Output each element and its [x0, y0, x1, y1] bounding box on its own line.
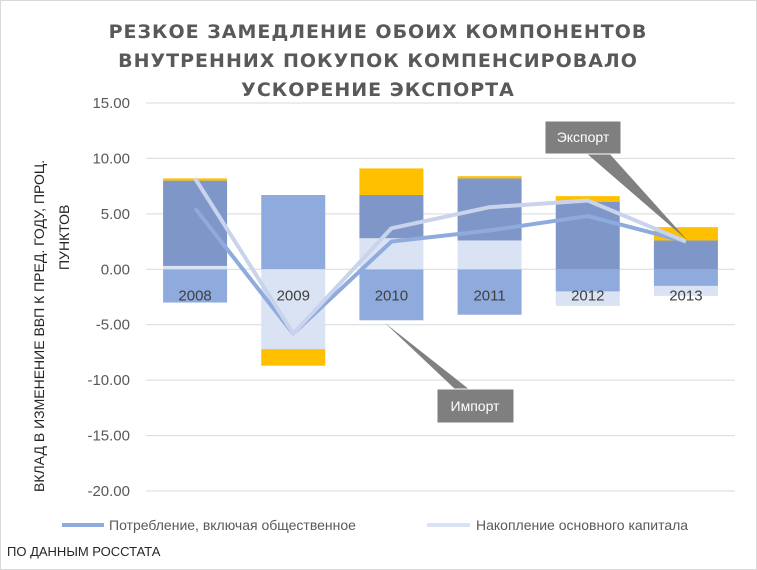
bar-segment-2012-1 [555, 291, 620, 306]
callout-export: Экспорт [544, 120, 688, 241]
callout-import-box [436, 388, 515, 424]
bar-segment-2011-0 [457, 269, 522, 315]
bar-segment-2013-0 [653, 269, 718, 286]
legend-label-investment: Накопление основного капитала [476, 517, 688, 533]
y-tick-label: 0.00 [101, 261, 130, 278]
source-note: ПО ДАННЫМ РОССТАТА [7, 544, 161, 559]
grid-lines [146, 102, 735, 492]
y-axis-label: ВКЛАД В ИЗМЕНЕНИЕ ВВП К ПРЕД. ГОДУ, ПРОЦ… [31, 160, 72, 492]
y-tick-label: -15.00 [87, 428, 130, 445]
y-tick-label: 10.00 [92, 150, 130, 167]
bar-segment-2010-0 [359, 269, 424, 321]
bars [163, 168, 718, 366]
y-tick-label: -20.00 [87, 483, 130, 500]
bar-segment-2013-1 [653, 285, 718, 296]
y-tick-label: 15.00 [92, 95, 130, 112]
bar-segment-2008-1 [163, 265, 228, 270]
callout-import: Импорт [385, 323, 515, 424]
bar-segment-2012-0 [555, 269, 620, 292]
callout-import-pointer [385, 323, 470, 390]
bar-segment-2011-1 [457, 240, 522, 270]
bar-segment-2012-2 [555, 201, 620, 270]
chart-title-line-2: ВНУТРЕННИХ ПОКУПОК КОМПЕНСИРОВАЛО [118, 50, 638, 72]
category-label-2008: 2008 [178, 287, 211, 304]
category-label-2010: 2010 [375, 287, 408, 304]
bar-segment-2009-3 [261, 349, 326, 366]
legend-label-consumption: Потребление, включая общественное [109, 517, 356, 533]
bar-segment-2009-0 [261, 195, 326, 270]
chart-title-line-1: РЕЗКОЕ ЗАМЕДЛЕНИЕ ОБОИХ КОМПОНЕНТОВ [109, 21, 648, 43]
category-label-2012: 2012 [571, 287, 604, 304]
y-axis-label-line-1: ВКЛАД В ИЗМЕНЕНИЕ ВВП К ПРЕД. ГОДУ, ПРОЦ… [31, 160, 47, 492]
category-label-2009: 2009 [277, 287, 310, 304]
bar-segment-2013-2 [653, 240, 718, 270]
callout-export-box [544, 120, 622, 155]
category-label-2011: 2011 [473, 287, 505, 304]
callout-export-pointer [585, 152, 688, 241]
callout-export-label: Экспорт [557, 129, 610, 145]
y-tick-label: 5.00 [101, 206, 130, 223]
bar-segment-2010-3 [359, 168, 424, 196]
series-line-1 [193, 177, 687, 336]
y-tick-label: -5.00 [96, 317, 130, 334]
y-axis-label-line-2: ПУНКТОВ [56, 205, 72, 270]
series-lines [193, 177, 687, 336]
bar-segment-2010-2 [359, 195, 424, 239]
bar-segment-2011-3 [457, 176, 522, 179]
callout-import-label: Импорт [451, 398, 501, 414]
chart-title: РЕЗКОЕ ЗАМЕДЛЕНИЕ ОБОИХ КОМПОНЕНТОВ ВНУТ… [109, 21, 648, 101]
x-axis-categories: 2008 2009 2010 2011 2012 2013 [178, 287, 702, 304]
bar-segment-2008-0 [163, 269, 228, 303]
y-axis-ticks: 15.00 10.00 5.00 0.00 -5.00 -10.00 -15.00 -20.0… [87, 95, 130, 500]
series-line-0 [193, 207, 687, 336]
category-label-2013: 2013 [669, 287, 702, 304]
y-tick-label: -10.00 [87, 372, 130, 389]
legend: Потребление, включая общественное Накопл… [62, 517, 688, 533]
chart-title-line-3: УСКОРЕНИЕ ЭКСПОРТА [241, 79, 515, 101]
bar-segment-2008-2 [163, 180, 228, 266]
